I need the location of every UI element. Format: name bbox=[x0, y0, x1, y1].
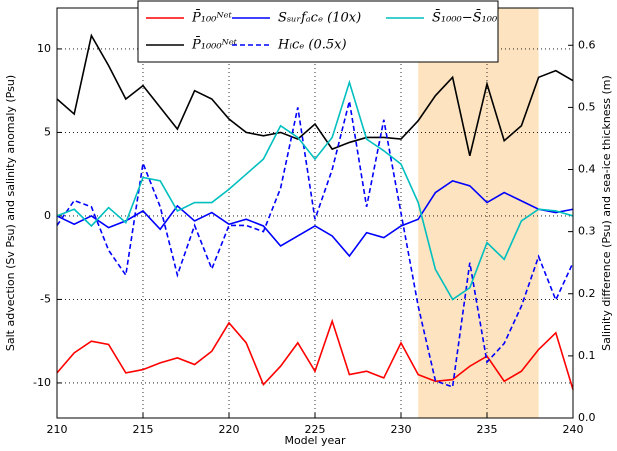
legend: P̄₁₀₀ᴺᵉᵗ P̄₁₀₀₀ᴺᵉᵗ Sₛᵤᵣfₐcₑ (10x) Hᵢcₑ (0.5… bbox=[146, 9, 498, 53]
series-line bbox=[56, 33, 574, 156]
x-tick-label: 220 bbox=[219, 423, 240, 436]
y2-tick-label: 0.3 bbox=[578, 225, 596, 238]
legend-label: S̄₁₀₀₀−S̄₁₀₀ bbox=[432, 9, 498, 25]
x-tick-label: 225 bbox=[305, 423, 326, 436]
x-tick-label: 240 bbox=[563, 423, 584, 436]
y-tick-label: 10 bbox=[37, 42, 51, 55]
y2-tick-label: 0.2 bbox=[578, 287, 596, 300]
legend-label: P̄₁₀₀₀ᴺᵉᵗ bbox=[191, 36, 238, 52]
series-line bbox=[56, 179, 574, 258]
x-tick-label: 210 bbox=[47, 423, 68, 436]
y2-tick-label: 0.0 bbox=[578, 411, 596, 424]
x-tick-label: 215 bbox=[133, 423, 154, 436]
x-tick-label: 235 bbox=[477, 423, 498, 436]
x-tick-label: 230 bbox=[391, 423, 412, 436]
y-tick-label: 0 bbox=[44, 209, 51, 222]
y-tick-label: 5 bbox=[44, 125, 51, 138]
y2-axis-label: Salinity difference (Psu) and sea-ice th… bbox=[600, 75, 613, 351]
x-axis-label: Model year bbox=[284, 434, 346, 447]
y-axis-label: Salt advection (Sv Psu) and salinity ano… bbox=[4, 75, 17, 351]
y2-tick-label: 0.5 bbox=[578, 100, 596, 113]
series-line bbox=[56, 318, 574, 390]
y2-tick-label: 0.6 bbox=[578, 38, 596, 51]
legend-label: P̄₁₀₀ᴺᵉᵗ bbox=[191, 9, 233, 25]
series-line bbox=[56, 79, 574, 301]
y-tick-label: -5 bbox=[40, 292, 51, 305]
legend-label: Hᵢcₑ (0.5x) bbox=[277, 38, 347, 53]
legend-label: Sₛᵤᵣfₐcₑ (10x) bbox=[278, 11, 361, 26]
y2-tick-label: 0.1 bbox=[578, 349, 596, 362]
y2-tick-label: 0.4 bbox=[578, 163, 596, 176]
highlight-span bbox=[418, 8, 539, 418]
y-tick-label: -10 bbox=[33, 376, 51, 389]
series-line bbox=[56, 100, 574, 389]
legend-box bbox=[137, 0, 499, 63]
